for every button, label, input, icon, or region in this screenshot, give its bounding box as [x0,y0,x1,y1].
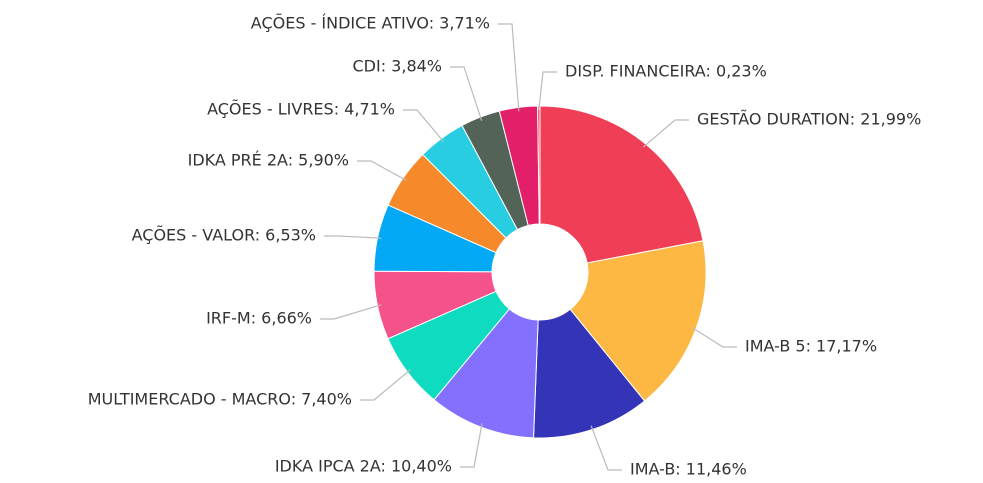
data-label: IRF-M: 6,66% [206,309,312,328]
leader-line [357,160,407,181]
data-label: AÇÕES - VALOR: 6,53% [132,226,316,245]
leader-line [324,235,382,239]
data-label: IMA-B: 11,46% [630,460,747,479]
leader-line [538,71,557,111]
leader-line [498,23,520,112]
data-label: MULTIMERCADO - MACRO: 7,40% [88,390,352,409]
slice [533,308,646,439]
leader-line [642,119,689,148]
slice [537,105,541,225]
data-label: IDKA PRÉ 2A: 5,90% [188,151,349,170]
slice [433,308,539,439]
data-label: AÇÕES - LIVRES: 4,71% [207,100,395,119]
slice [569,240,707,402]
data-label: CDI: 3,84% [352,57,442,76]
leader-line [460,423,483,468]
slice [539,105,704,264]
data-label: DISP. FINANCEIRA: 0,23% [565,62,767,81]
data-label: IDKA IPCA 2A: 10,40% [275,457,452,476]
leader-line [450,66,483,122]
leader-line [590,425,622,471]
data-label: IMA-B 5: 17,17% [745,337,877,356]
leader-line [360,369,412,401]
leader-line [691,327,737,348]
data-label: AÇÕES - ÍNDICE ATIVO: 3,71% [251,14,490,33]
data-label: GESTÃO DURATION: 21,99% [697,110,921,129]
leader-line [403,109,445,143]
leader-line [320,304,382,320]
